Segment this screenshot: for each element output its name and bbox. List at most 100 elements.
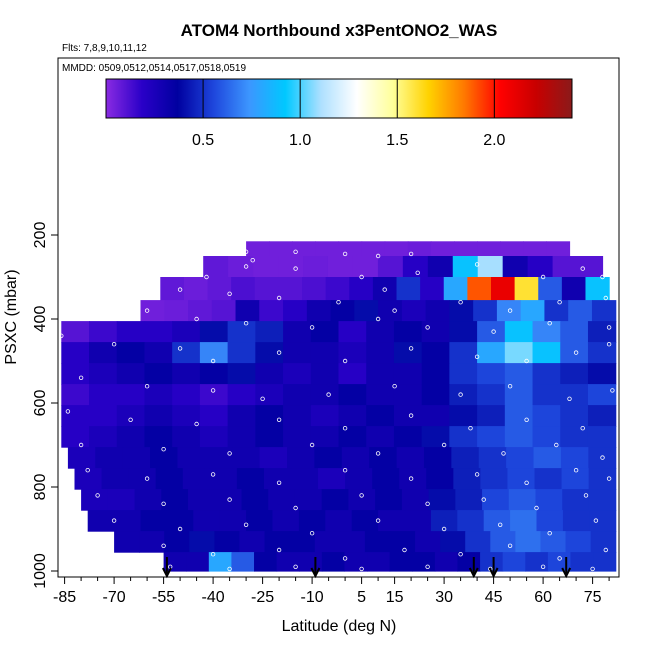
heatmap-cell [172, 321, 201, 343]
heatmap-cell [570, 552, 594, 572]
sample-point [144, 308, 150, 313]
sample-point [309, 531, 315, 536]
heatmap-cell [283, 321, 312, 343]
sample-point [276, 350, 282, 355]
heatmap-cell [452, 256, 479, 278]
sample-point [375, 253, 381, 259]
sample-point [227, 291, 232, 296]
heatmap-cell [310, 342, 340, 364]
sample-point [204, 274, 209, 280]
heatmap-cell [366, 363, 395, 385]
heatmap-cell [477, 342, 506, 364]
heatmap-cell [227, 384, 256, 406]
heatmap-cell [89, 342, 118, 364]
x-axis: -85 -70 -55 -40 -25 -10 5 15 30 45 60 75 [53, 577, 610, 606]
heatmap-cell [389, 552, 413, 572]
sample-point [600, 455, 605, 460]
heatmap-cell [207, 277, 232, 301]
heatmap-cell [314, 531, 341, 553]
sample-point [111, 342, 117, 347]
heatmap-cell [144, 426, 173, 448]
heatmap-cell [532, 384, 561, 406]
sample-point [227, 566, 232, 572]
sample-point [161, 501, 166, 506]
heatmap-cell [290, 468, 319, 490]
heatmap-cell [61, 321, 90, 343]
heatmap-cell [412, 552, 436, 572]
x-tick-label: 75 [584, 589, 602, 606]
x-tick-label: 60 [534, 589, 552, 606]
sample-point [580, 266, 585, 271]
sample-point [534, 505, 539, 511]
heatmap-cell [482, 489, 510, 511]
heatmap-cell [393, 321, 423, 343]
heatmap-cell [510, 510, 538, 532]
heatmap-cell [208, 552, 233, 572]
heatmap-cell [89, 384, 118, 406]
heatmap-cell [552, 256, 579, 278]
heatmap-cell [188, 489, 216, 511]
sample-point [606, 325, 612, 330]
heatmap-cell [544, 300, 569, 322]
heatmap-cell [253, 256, 279, 278]
heatmap-cell [366, 405, 395, 427]
sample-point [210, 388, 216, 393]
sample-point [425, 501, 430, 506]
heatmap-cell [540, 531, 567, 553]
heatmap-cell [527, 256, 554, 278]
heatmap-cell [565, 531, 592, 553]
heatmap-cell [144, 384, 173, 406]
sample-point [293, 505, 298, 511]
heatmap-cell [504, 405, 534, 427]
heatmap-cell [310, 426, 340, 448]
heatmap-cell [183, 277, 209, 301]
heatmap-cell [107, 489, 136, 511]
sample-point [580, 426, 585, 431]
heatmap-cell [560, 405, 589, 427]
heatmap-cell [310, 321, 340, 343]
heatmap-cell [283, 363, 312, 385]
heatmap-cell [272, 510, 300, 532]
heatmap-cell [294, 489, 323, 511]
colorbar-tick-label: 2.0 [483, 132, 505, 149]
sample-point [276, 547, 282, 553]
sample-point [293, 249, 298, 254]
heatmap-cell [532, 426, 561, 448]
heatmap-cell [434, 552, 459, 572]
sample-point [78, 375, 84, 380]
sample-point [276, 417, 282, 422]
heatmap-cell [504, 363, 534, 385]
heatmap-cell [366, 426, 395, 448]
heatmap-cell [81, 489, 109, 511]
heatmap-cell [199, 405, 229, 427]
x-tick-label: -40 [202, 589, 225, 606]
dates-label: MMDD: 0509,0512,0514,0517,0518,0519 [62, 63, 246, 74]
heatmap-cell [241, 489, 269, 511]
sample-point [501, 451, 506, 456]
heatmap-cell [478, 447, 507, 469]
heatmap-cell [378, 300, 403, 322]
heatmap-cell [287, 447, 316, 469]
heatmap-cell [204, 447, 233, 469]
heatmap-cell [302, 277, 327, 301]
sample-point [603, 547, 608, 553]
heatmap-cell [172, 405, 201, 427]
heatmap-cell [101, 468, 130, 490]
heatmap-cell [160, 277, 185, 301]
heatmap-cell [298, 510, 326, 532]
sample-point [342, 358, 348, 364]
y-tick-label: 200 [32, 222, 49, 249]
heatmap-cell [504, 426, 534, 448]
colorbar-tick-label: 1.5 [386, 132, 408, 149]
heatmap-cell [430, 241, 455, 257]
heatmap-cell [480, 468, 509, 490]
heatmap-cell [264, 531, 291, 553]
heatmap-cell [451, 447, 480, 469]
x-tick-label: 30 [435, 589, 453, 606]
colorbar-tick-label: 0.5 [192, 132, 214, 149]
heatmap-cell [587, 363, 617, 385]
heatmap-cell [423, 447, 452, 469]
heatmap-cell [587, 384, 617, 406]
heatmap-cell [351, 510, 379, 532]
heatmap-cell [366, 342, 395, 364]
